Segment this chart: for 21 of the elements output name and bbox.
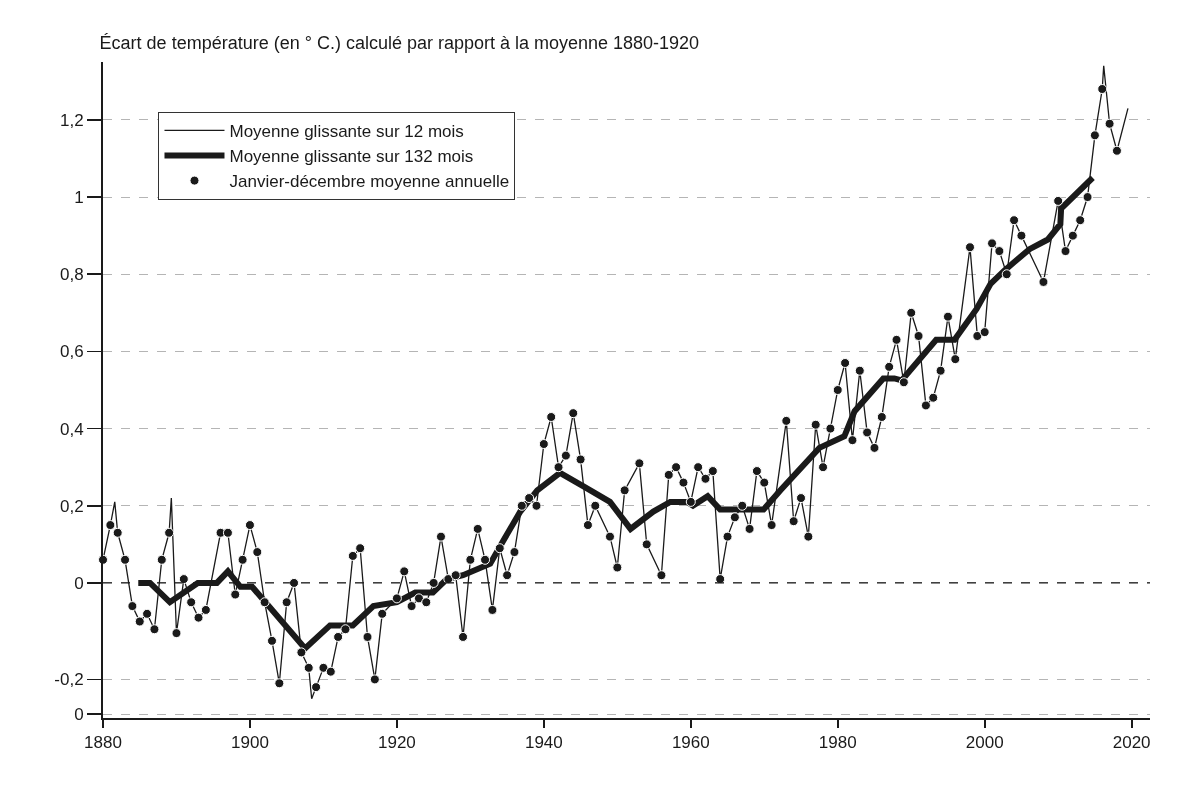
legend-label: Moyenne glissante sur 12 mois bbox=[229, 122, 464, 142]
x-tick-label: 2020 bbox=[1112, 733, 1151, 753]
chart-title: Écart de température (en ° C.) calculé par rapport à la moyenne 1880-1920 bbox=[99, 33, 700, 54]
x-tick-label: 1960 bbox=[671, 733, 710, 753]
x-tick-label: 1980 bbox=[818, 733, 857, 753]
legend-label: Janvier-décembre moyenne annuelle bbox=[229, 172, 510, 192]
x-tick-label: 1940 bbox=[524, 733, 563, 753]
y-tick-label: 0,8 bbox=[59, 265, 84, 285]
y-tick-label: 0,2 bbox=[59, 496, 84, 516]
y-tick-label: 0,6 bbox=[59, 342, 84, 362]
y-tick-label: 1 bbox=[74, 188, 84, 208]
y-tick-label: 0 bbox=[74, 705, 84, 725]
y-tick-label: 0 bbox=[74, 573, 84, 593]
x-tick-label: 1900 bbox=[231, 733, 269, 753]
x-tick-label: 2000 bbox=[965, 733, 1004, 753]
legend-label: Moyenne glissante sur 132 mois bbox=[229, 147, 474, 167]
y-tick-label: -0,2 bbox=[54, 670, 84, 690]
y-tick-label: 1,2 bbox=[59, 110, 84, 130]
x-tick-label: 1920 bbox=[377, 733, 416, 753]
x-tick-label: 1880 bbox=[84, 733, 122, 753]
y-tick-label: 0,4 bbox=[59, 419, 84, 439]
